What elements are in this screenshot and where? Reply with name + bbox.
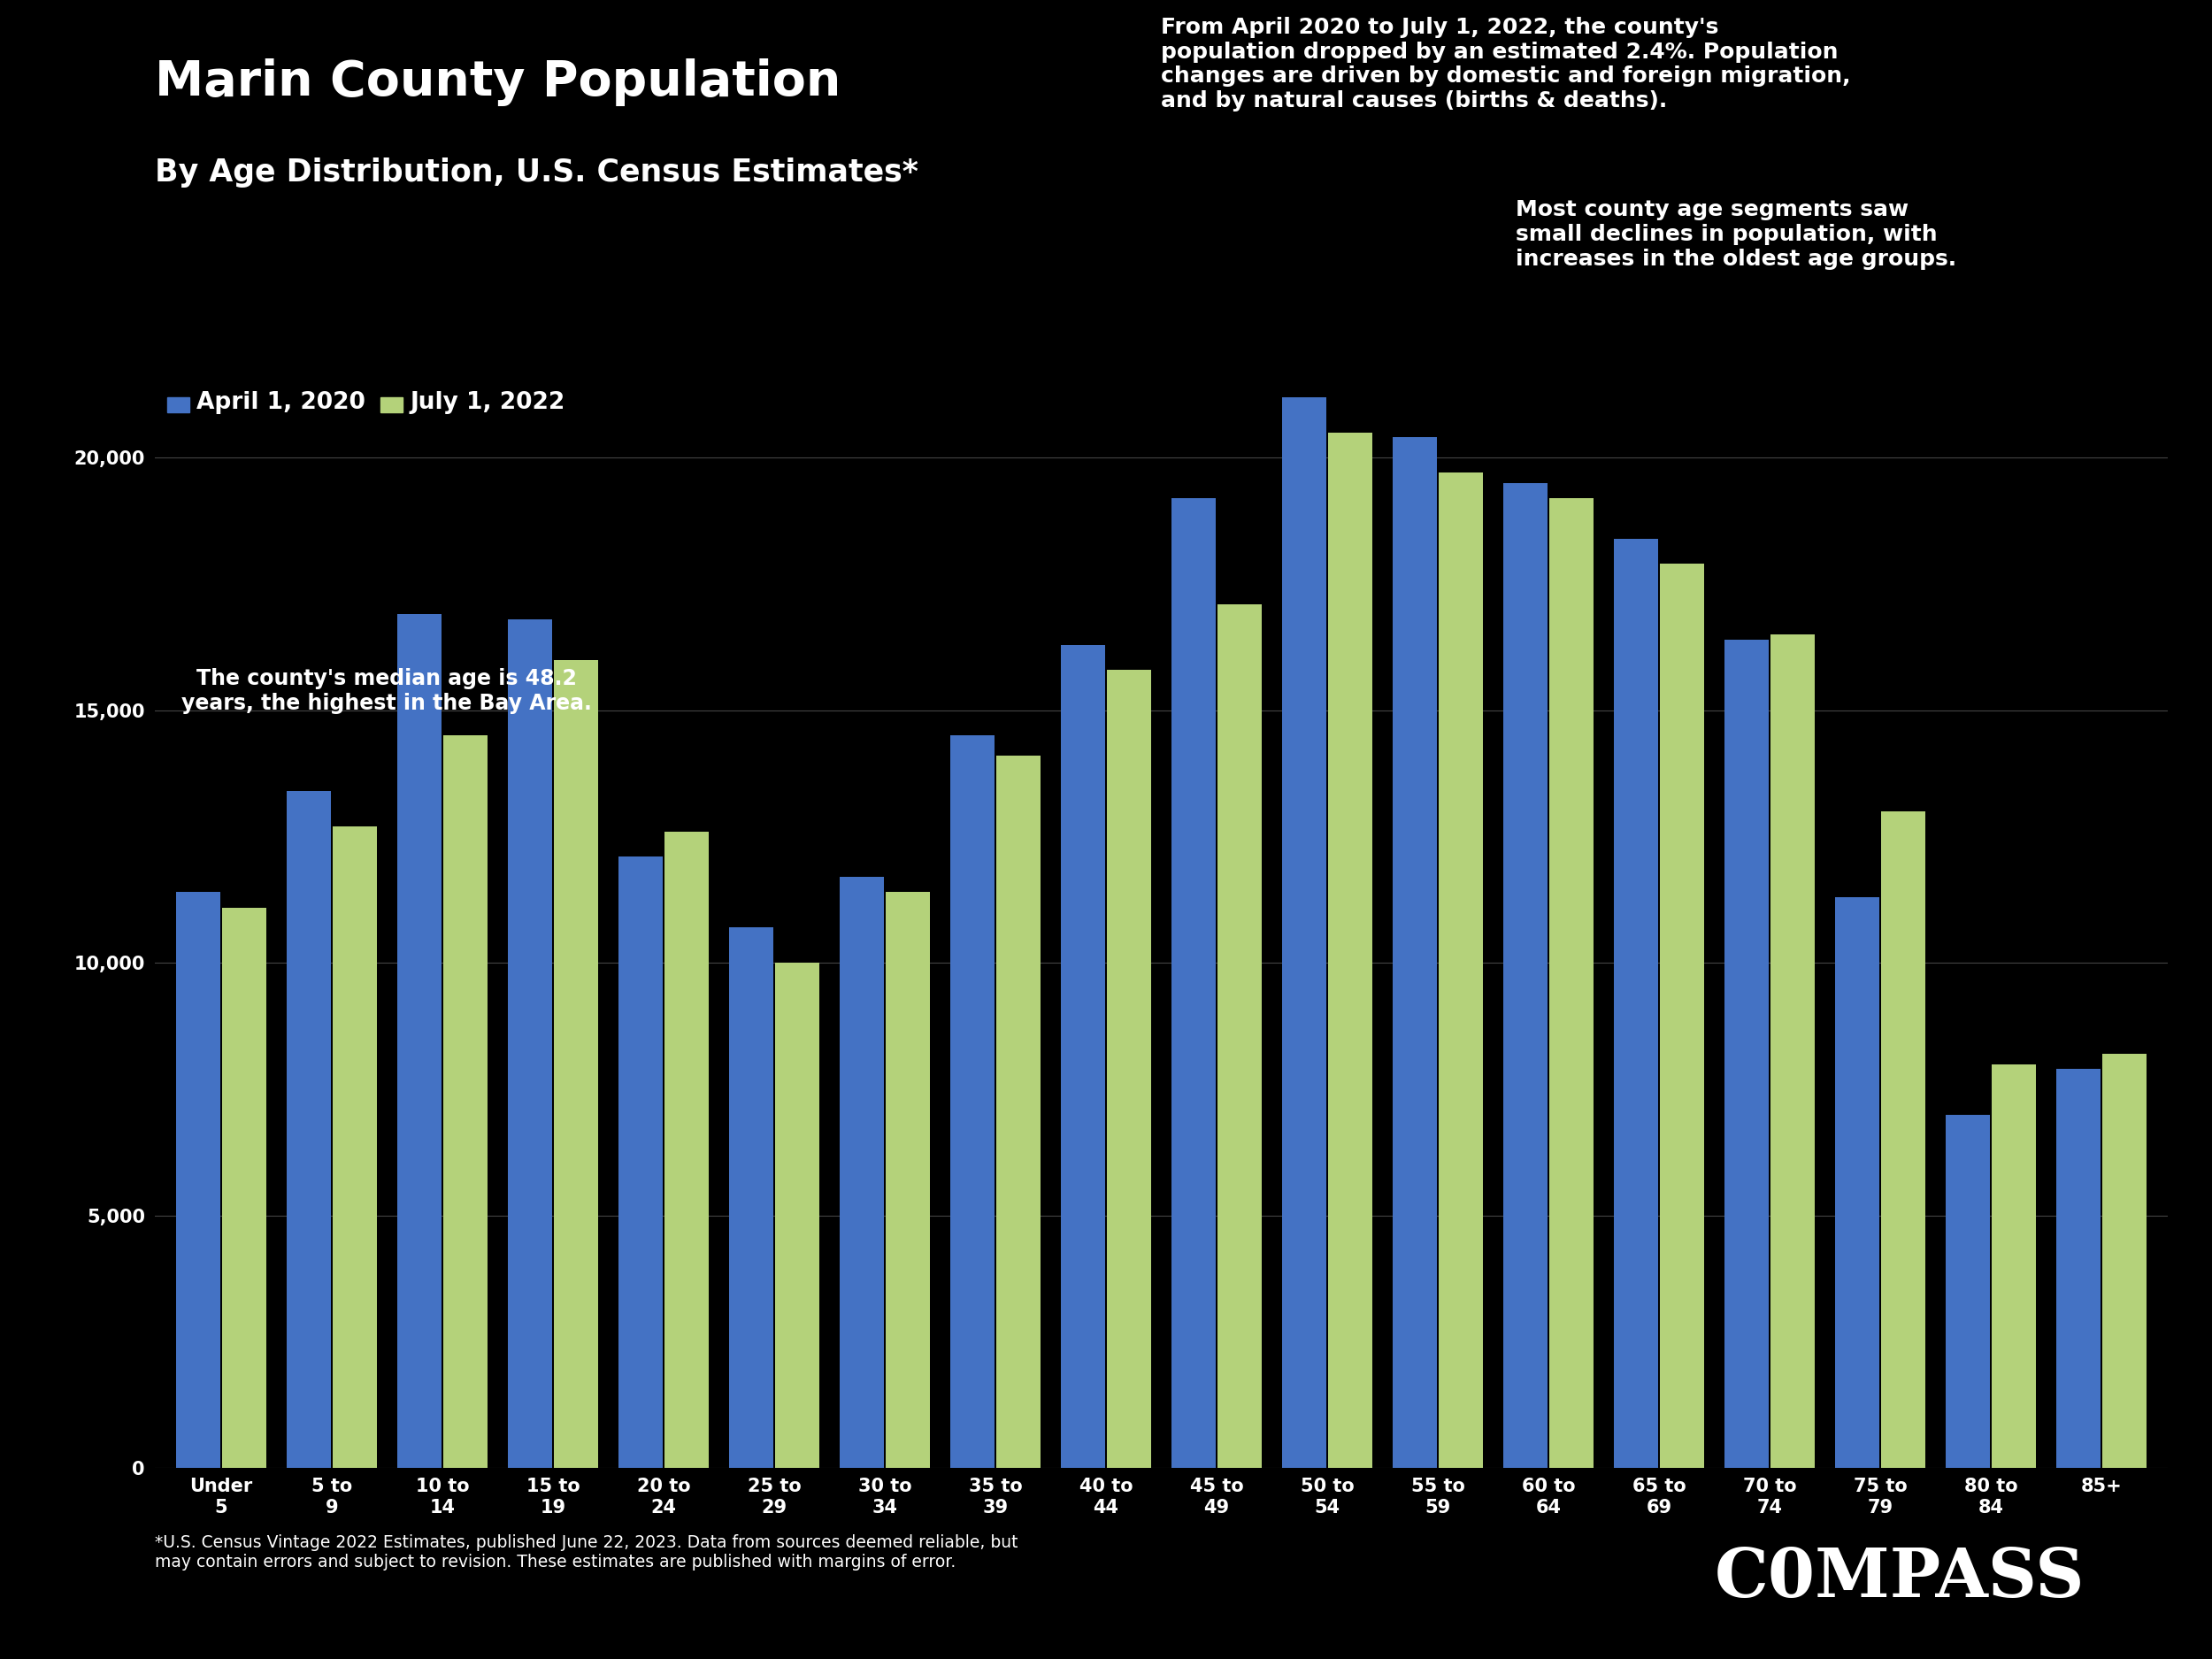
Text: Marin County Population: Marin County Population <box>155 58 841 106</box>
Text: By Age Distribution, U.S. Census Estimates*: By Age Distribution, U.S. Census Estimat… <box>155 158 918 187</box>
Text: From April 2020 to July 1, 2022, the county's
population dropped by an estimated: From April 2020 to July 1, 2022, the cou… <box>1161 17 1851 111</box>
Bar <box>664 831 708 1468</box>
Text: *U.S. Census Vintage 2022 Estimates, published June 22, 2023. Data from sources : *U.S. Census Vintage 2022 Estimates, pub… <box>155 1535 1018 1571</box>
Text: C0MPASS: C0MPASS <box>1714 1546 2084 1611</box>
Bar <box>398 614 442 1468</box>
Bar <box>1836 898 1880 1468</box>
Bar <box>442 735 487 1468</box>
Text: Most county age segments saw
small declines in population, with
increases in the: Most county age segments saw small decli… <box>1515 199 1955 269</box>
Bar <box>288 791 332 1468</box>
Bar <box>619 856 664 1468</box>
Bar <box>1725 640 1770 1468</box>
Bar <box>1615 539 1659 1468</box>
Bar <box>1438 473 1482 1468</box>
Bar <box>1062 645 1106 1468</box>
Bar <box>841 878 885 1468</box>
Bar <box>1947 1115 1991 1468</box>
Bar <box>1172 498 1217 1468</box>
Bar <box>951 735 995 1468</box>
Bar <box>221 907 265 1468</box>
Bar <box>1106 670 1150 1468</box>
Bar <box>1548 498 1593 1468</box>
Bar <box>1504 483 1548 1468</box>
Bar <box>2101 1053 2146 1468</box>
Bar <box>2057 1068 2101 1468</box>
Bar <box>995 757 1040 1468</box>
Bar <box>509 619 553 1468</box>
Bar <box>1659 564 1703 1468</box>
Bar <box>1217 604 1261 1468</box>
Bar <box>177 893 221 1468</box>
Bar <box>553 660 597 1468</box>
Legend: April 1, 2020, July 1, 2022: April 1, 2020, July 1, 2022 <box>161 385 571 420</box>
Bar <box>885 893 929 1468</box>
Bar <box>1991 1063 2035 1468</box>
Bar <box>1283 397 1327 1468</box>
Bar <box>1327 433 1371 1468</box>
Bar <box>1394 438 1438 1468</box>
Bar <box>332 826 376 1468</box>
Text: The county's median age is 48.2
years, the highest in the Bay Area.: The county's median age is 48.2 years, t… <box>181 669 591 713</box>
Bar <box>730 927 774 1468</box>
Bar <box>1880 811 1924 1468</box>
Bar <box>774 962 818 1468</box>
Bar <box>1770 634 1814 1468</box>
